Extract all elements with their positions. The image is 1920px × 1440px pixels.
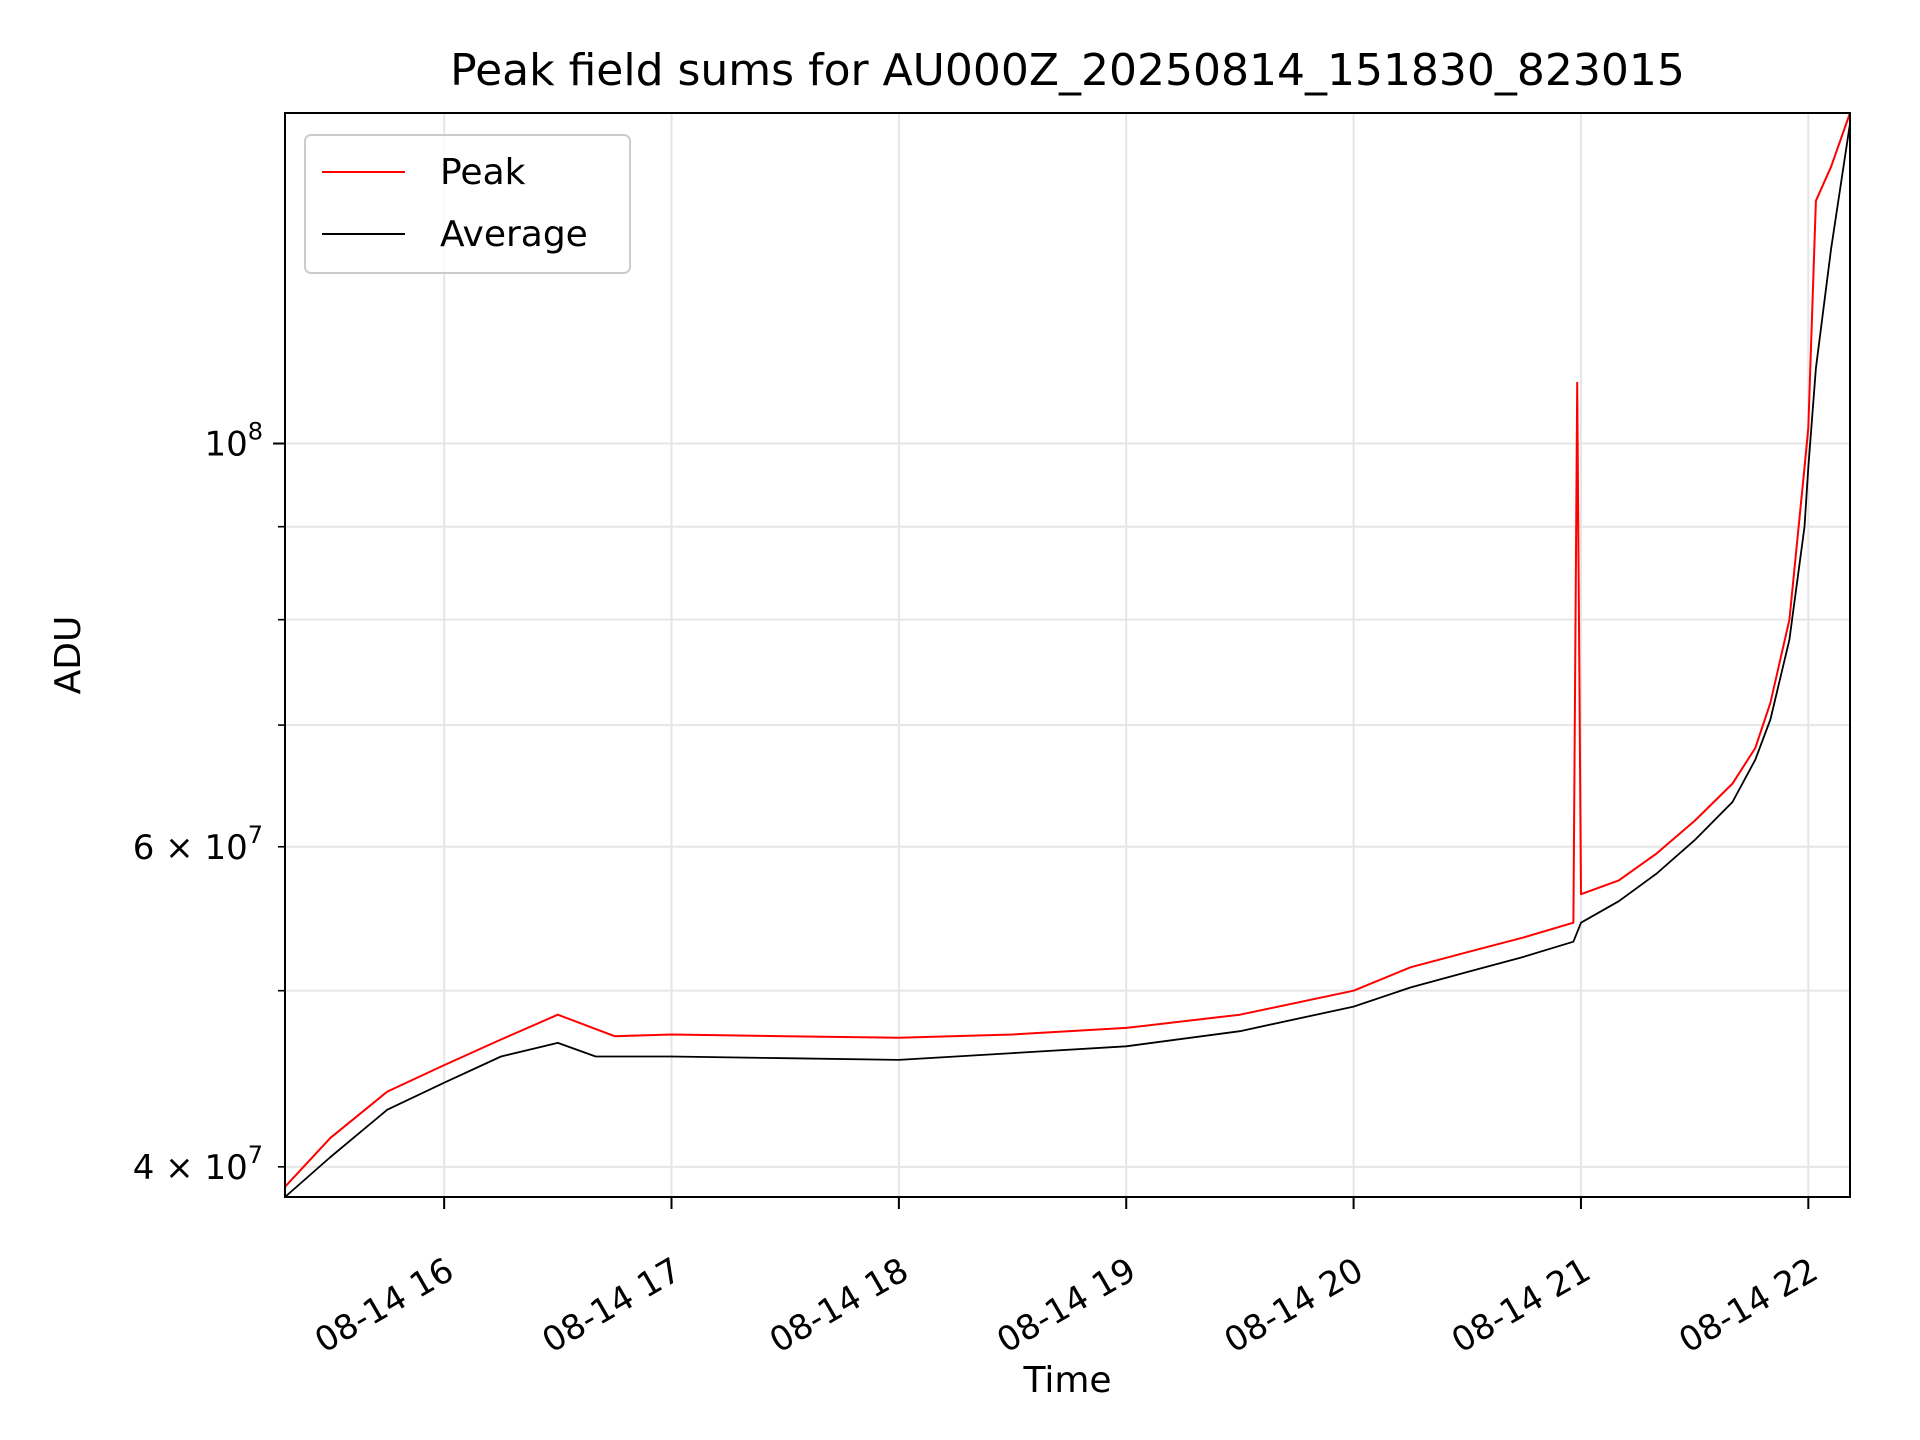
y-tick-label-base: 6 × 10 xyxy=(133,828,248,868)
legend-label-peak: Peak xyxy=(440,152,526,193)
legend: Peak Average xyxy=(304,134,631,274)
y-tick-label-exp: 7 xyxy=(248,1141,263,1169)
y-tick-label: 6 × 107 xyxy=(133,821,263,868)
grid xyxy=(285,113,1850,1197)
y-tick-label: 4 × 107 xyxy=(133,1141,263,1188)
series-line-average xyxy=(284,123,1851,1198)
series-line-peak xyxy=(284,112,1851,1188)
y-tick-label-base: 10 xyxy=(204,425,247,465)
plot-frame xyxy=(284,112,1851,1198)
y-tick-label-exp: 8 xyxy=(248,418,263,446)
y-tick-label-exp: 7 xyxy=(248,821,263,849)
chart-title: Peak field sums for AU000Z_20250814_1518… xyxy=(450,45,1685,96)
y-axis-label: ADU xyxy=(48,616,89,695)
legend-box xyxy=(304,134,631,274)
y-tick-label-base: 4 × 10 xyxy=(133,1148,248,1188)
y-tick-label: 108 xyxy=(204,418,263,465)
legend-label-average: Average xyxy=(440,214,588,255)
x-axis-label: Time xyxy=(1022,1360,1111,1401)
series-layer xyxy=(284,112,1851,1198)
